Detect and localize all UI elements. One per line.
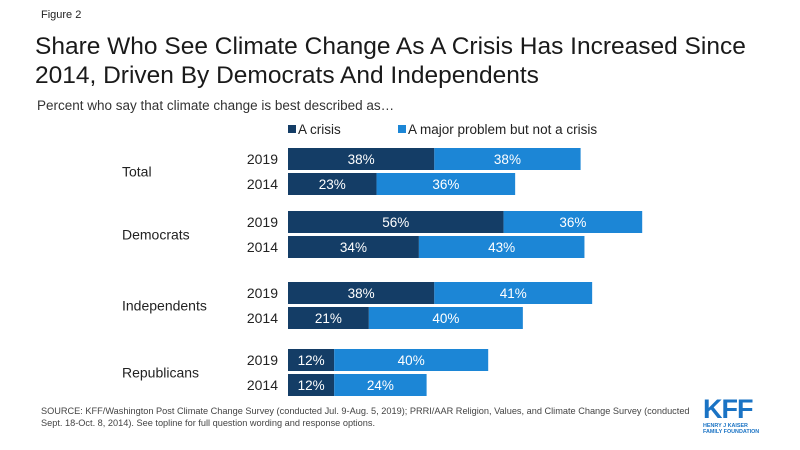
year-label: 2019 xyxy=(247,285,278,301)
bar-segment xyxy=(334,349,489,371)
logo-line-1: HENRY J KAISER xyxy=(703,423,748,429)
figure-label: Figure 2 xyxy=(41,9,82,21)
bar-segment xyxy=(434,148,581,170)
group-label: Democrats xyxy=(122,227,190,243)
bar-segment xyxy=(334,374,427,396)
group-label: Republicans xyxy=(122,365,199,381)
data-label: 38% xyxy=(494,152,521,167)
data-label: 21% xyxy=(315,311,342,326)
bar-segment xyxy=(288,282,435,304)
bar-segment xyxy=(368,307,523,329)
bar-segment xyxy=(288,173,377,195)
data-label: 12% xyxy=(298,353,325,368)
data-label: 12% xyxy=(298,378,325,393)
legend-swatch-0 xyxy=(288,125,296,133)
year-label: 2014 xyxy=(247,239,278,255)
chart-title: Share Who See Climate Change As A Crisis… xyxy=(35,33,746,89)
logo-wordmark: KFF xyxy=(703,394,753,424)
data-label: 40% xyxy=(432,311,459,326)
bar-segment xyxy=(434,282,593,304)
stacked-bar-chart: A crisis A major problem but not a crisis… xyxy=(122,122,643,396)
bar-segment xyxy=(288,148,435,170)
year-label: 2014 xyxy=(247,176,278,192)
bar-segment xyxy=(288,211,504,233)
bar-segment xyxy=(418,236,585,258)
year-label: 2019 xyxy=(247,214,278,230)
legend-swatch-1 xyxy=(398,125,406,133)
data-label: 36% xyxy=(559,215,586,230)
data-label: 43% xyxy=(488,240,515,255)
data-label: 56% xyxy=(382,215,409,230)
legend-label-1: A major problem but not a crisis xyxy=(408,122,597,137)
data-label: 40% xyxy=(398,353,425,368)
chart-subtitle: Percent who say that climate change is b… xyxy=(37,98,395,113)
data-label: 24% xyxy=(367,378,394,393)
year-label: 2014 xyxy=(247,310,278,326)
data-label: 23% xyxy=(319,177,346,192)
group-label: Total xyxy=(122,164,152,180)
bar-segment xyxy=(288,374,335,396)
bar-segment xyxy=(288,307,369,329)
bar-segment xyxy=(376,173,516,195)
kff-logo: KFF HENRY J KAISER FAMILY FOUNDATION xyxy=(703,394,765,436)
legend-label-0: A crisis xyxy=(298,122,341,137)
year-label: 2019 xyxy=(247,352,278,368)
data-label: 34% xyxy=(340,240,367,255)
bar-segment xyxy=(503,211,643,233)
data-label: 36% xyxy=(432,177,459,192)
bar-segment xyxy=(288,236,419,258)
logo-line-2: FAMILY FOUNDATION xyxy=(703,429,760,435)
year-label: 2014 xyxy=(247,377,278,393)
data-label: 38% xyxy=(348,152,375,167)
data-label: 38% xyxy=(348,286,375,301)
year-label: 2019 xyxy=(247,151,278,167)
data-label: 41% xyxy=(500,286,527,301)
source-note: SOURCE: KFF/Washington Post Climate Chan… xyxy=(41,406,690,428)
bar-segment xyxy=(288,349,335,371)
group-label: Independents xyxy=(122,298,207,314)
